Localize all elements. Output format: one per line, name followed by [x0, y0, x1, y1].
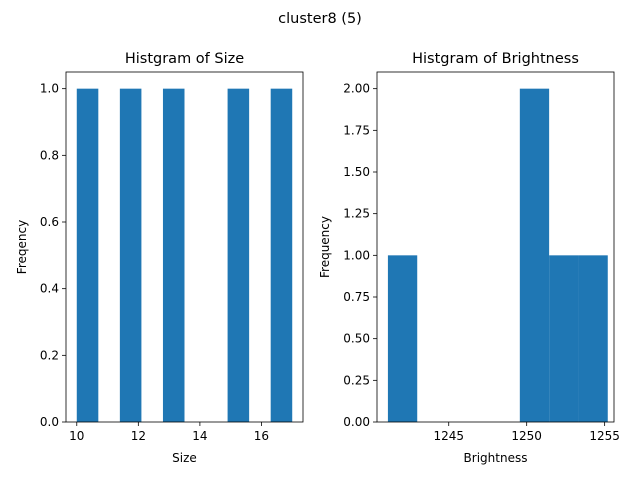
- figure-suptitle: cluster8 (5): [278, 11, 362, 27]
- brightness-bar-4: [578, 255, 608, 422]
- size-y-axis-label: Freqency: [15, 220, 29, 274]
- brightness-bar-3: [549, 255, 579, 422]
- size-y-tick-label: 0.4: [40, 282, 59, 296]
- size-y-tick-label: 1.0: [40, 82, 59, 96]
- size-bar-4: [227, 88, 250, 423]
- brightness-y-tick-label: 1.25: [343, 207, 370, 221]
- size-x-axis-ticks: 10 12 14 16: [69, 422, 269, 443]
- brightness-x-tick-label: 1250: [511, 429, 542, 443]
- size-x-tick-label: 16: [254, 429, 269, 443]
- size-y-tick-label: 0.8: [40, 148, 59, 162]
- brightness-y-tick-label: 0.00: [343, 415, 370, 429]
- brightness-y-axis-label: Frequency: [318, 216, 332, 278]
- brightness-x-axis-label: Brightness: [464, 451, 528, 465]
- size-x-tick-label: 12: [131, 429, 146, 443]
- size-y-tick-label: 0.2: [40, 348, 59, 362]
- brightness-bar-2: [519, 88, 550, 423]
- brightness-y-axis-ticks: 0.00 0.25 0.50 0.75 1.00 1.25 1.50 1.75 2.00: [343, 82, 377, 429]
- brightness-x-tick-label: 1245: [433, 429, 464, 443]
- size-axes-frame: [65, 71, 304, 423]
- brightness-histogram: 1245 1250 1255 0.00 0.25 0.50 0.75 1.00 1.25 1.5…: [318, 51, 620, 465]
- brightness-y-tick-label: 0.75: [343, 290, 370, 304]
- size-x-axis-label: Size: [172, 451, 197, 465]
- size-bar-1: [76, 88, 99, 423]
- size-x-tick-label: 14: [192, 429, 207, 443]
- brightness-y-tick-label: 1.75: [343, 123, 370, 137]
- size-chart-title: Histgram of Size: [125, 51, 244, 67]
- brightness-x-tick-label: 1255: [589, 429, 620, 443]
- brightness-x-axis-ticks: 1245 1250 1255: [433, 422, 620, 443]
- brightness-y-tick-label: 0.50: [343, 332, 370, 346]
- size-bar-5: [270, 88, 293, 423]
- size-x-tick-label: 10: [69, 429, 84, 443]
- brightness-bars: [387, 88, 608, 423]
- size-histogram: 10 12 14 16 0.0 0.2 0.4 0.6 0.8 1.0 Histgram of …: [15, 51, 304, 465]
- size-y-tick-label: 0.0: [40, 415, 59, 429]
- brightness-chart-title: Histgram of Brightness: [412, 51, 579, 67]
- brightness-bar-1: [387, 255, 418, 422]
- size-y-axis-ticks: 0.0 0.2 0.4 0.6 0.8 1.0: [40, 82, 66, 429]
- size-y-tick-label: 0.6: [40, 215, 59, 229]
- brightness-axes-frame: [376, 71, 615, 423]
- size-bar-3: [162, 88, 185, 423]
- size-bars: [76, 88, 293, 423]
- brightness-y-tick-label: 1.00: [343, 248, 370, 262]
- brightness-y-tick-label: 2.00: [343, 82, 370, 96]
- size-bar-2: [119, 88, 142, 423]
- brightness-y-tick-label: 0.25: [343, 373, 370, 387]
- brightness-y-tick-label: 1.50: [343, 165, 370, 179]
